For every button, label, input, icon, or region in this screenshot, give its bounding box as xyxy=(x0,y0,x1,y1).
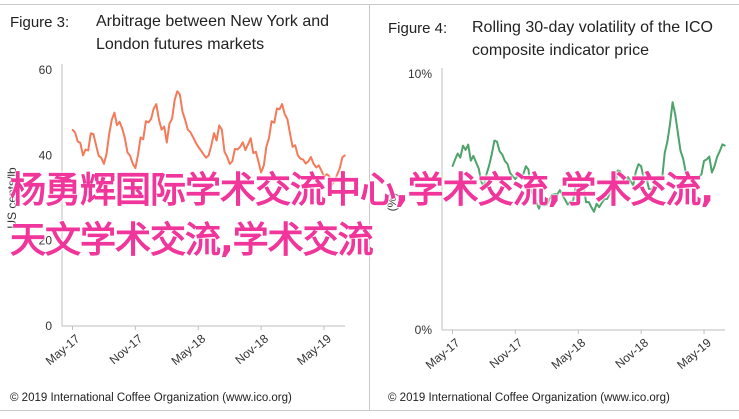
data-point xyxy=(682,157,684,160)
data-point xyxy=(260,171,262,174)
x-tick-label: May-18 xyxy=(169,331,209,368)
x-tick-label: Nov-18 xyxy=(232,331,271,367)
data-point xyxy=(535,201,538,203)
data-point xyxy=(155,103,158,105)
data-point xyxy=(577,183,580,185)
y-tick-label: 10% xyxy=(408,67,432,81)
data-point xyxy=(82,154,84,157)
figure-4-footer: © 2019 International Coffee Organization… xyxy=(388,392,670,404)
data-point xyxy=(504,160,506,162)
data-point xyxy=(281,103,283,105)
panel-divider xyxy=(369,4,370,411)
data-point xyxy=(472,155,475,157)
data-point xyxy=(239,146,241,148)
data-point xyxy=(291,146,294,148)
data-point xyxy=(587,201,590,203)
volatility-chart: 0% 10% (%) May-17 Nov-17 May-18 Nov-18 May-19 xyxy=(385,67,726,372)
data-point xyxy=(692,183,695,185)
figure-3-footer: © 2019 International Coffee Organization… xyxy=(10,392,292,404)
data-point xyxy=(556,193,559,196)
data-point xyxy=(218,124,221,127)
figure-3-title-line1: Arbitrage between New York and xyxy=(96,13,330,30)
data-point xyxy=(134,167,137,169)
data-point xyxy=(71,128,74,131)
data-point xyxy=(166,141,168,144)
data-point xyxy=(462,144,464,147)
data-point xyxy=(249,137,252,140)
data-point xyxy=(270,120,273,122)
data-point xyxy=(671,101,674,103)
y-tick-label: 0 xyxy=(45,319,52,333)
data-point xyxy=(92,133,95,135)
data-point xyxy=(640,165,642,167)
y-tick-label: 20 xyxy=(39,234,53,248)
data-point xyxy=(629,180,632,183)
x-tick-label: Nov-17 xyxy=(487,335,526,371)
data-point xyxy=(619,170,621,173)
data-point xyxy=(113,111,116,114)
data-point xyxy=(525,165,527,167)
data-point xyxy=(312,163,315,165)
arbitrage-chart: 0 20 40 60 US cents/lb May-17 Nov-17 May-18 Nov-… xyxy=(5,63,346,368)
data-point xyxy=(546,203,548,206)
data-point xyxy=(493,139,496,142)
figure-4-title-line1: Rolling 30-day volatility of the ICO xyxy=(472,19,713,36)
data-point xyxy=(566,203,569,206)
series-line xyxy=(71,90,346,186)
data-point xyxy=(302,158,304,161)
figure-3-number: Figure 3: xyxy=(10,14,70,31)
figure-4-number: Figure 4: xyxy=(388,20,448,37)
x-tick-label: May-17 xyxy=(43,331,83,368)
y-tick-label: 60 xyxy=(39,63,53,77)
data-point xyxy=(124,137,126,140)
data-point xyxy=(514,178,517,180)
y-axis-label: US cents/lb xyxy=(5,167,19,229)
figure-3-title-line2: London futures markets xyxy=(96,36,265,53)
data-point xyxy=(333,180,336,182)
data-point xyxy=(713,165,716,167)
data-point xyxy=(703,160,705,162)
x-tick-label: Nov-17 xyxy=(107,331,146,367)
x-tick-label: May-17 xyxy=(423,335,463,372)
x-tick-label: Nov-18 xyxy=(612,335,651,371)
data-point xyxy=(724,144,726,147)
data-point xyxy=(103,163,105,165)
data-point xyxy=(598,206,601,208)
data-point xyxy=(228,163,231,165)
data-point xyxy=(207,154,210,157)
y-tick-label: 40 xyxy=(39,148,53,162)
data-point xyxy=(451,165,454,167)
x-tick-label: May-18 xyxy=(549,335,589,372)
data-point xyxy=(186,128,189,131)
data-point xyxy=(661,178,663,180)
data-point xyxy=(344,154,346,157)
y-axis-label: (%) xyxy=(385,193,399,212)
data-point xyxy=(145,120,147,122)
data-point xyxy=(176,90,179,93)
x-tick-label: May-19 xyxy=(294,331,334,368)
figure-4-title-line2: composite indicator price xyxy=(472,42,649,59)
x-tick-label: May-19 xyxy=(674,335,714,372)
data-point xyxy=(650,188,653,190)
data-point xyxy=(608,193,611,196)
series-line xyxy=(451,101,726,213)
data-point xyxy=(197,146,200,148)
data-point xyxy=(323,175,325,178)
y-tick-label: 0% xyxy=(415,323,433,337)
data-point xyxy=(483,185,485,188)
